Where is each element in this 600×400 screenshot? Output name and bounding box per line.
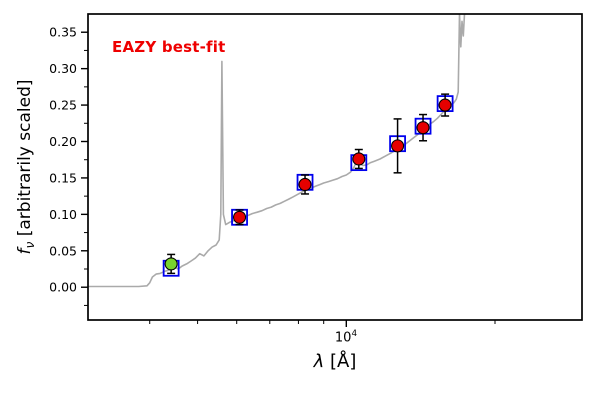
y-tick-label: 0.00 <box>49 280 77 295</box>
photometry-point-highlight <box>164 257 178 271</box>
y-tick-label: 0.20 <box>49 134 77 149</box>
y-axis-label-symbol: f <box>14 248 35 255</box>
y-tick-label: 0.15 <box>49 170 77 185</box>
y-tick-label: 0.35 <box>49 25 77 40</box>
y-axis-label-subscript: ν <box>23 241 38 249</box>
x-tick-exponent: 4 <box>351 329 358 339</box>
y-axis-label: fν [arbitrarily scaled] <box>15 80 37 255</box>
photometry-point <box>391 139 405 153</box>
y-tick-label: 0.05 <box>49 243 77 258</box>
x-axis-label-units: [Å] <box>324 351 357 372</box>
photometry-point <box>298 177 312 192</box>
x-tick-base: 10 <box>334 330 352 346</box>
y-axis-label-units: [arbitrarily scaled] <box>14 79 35 242</box>
photometry-point <box>352 152 366 166</box>
x-tick-label: 104 <box>335 329 357 345</box>
photometry-point <box>416 121 430 135</box>
photometry-point <box>233 210 247 224</box>
x-axis-label: λ [Å] <box>314 351 357 372</box>
bestfit-spectrum-line <box>88 14 466 288</box>
axes-frame <box>87 13 583 321</box>
y-tick-label: 0.30 <box>49 61 77 76</box>
bestfit-label: EAZY best-fit <box>112 38 226 56</box>
x-axis-label-symbol: λ <box>313 351 325 372</box>
photometry-point <box>438 98 452 112</box>
y-tick-label: 0.25 <box>49 98 77 113</box>
y-tick-label: 0.10 <box>49 207 77 222</box>
